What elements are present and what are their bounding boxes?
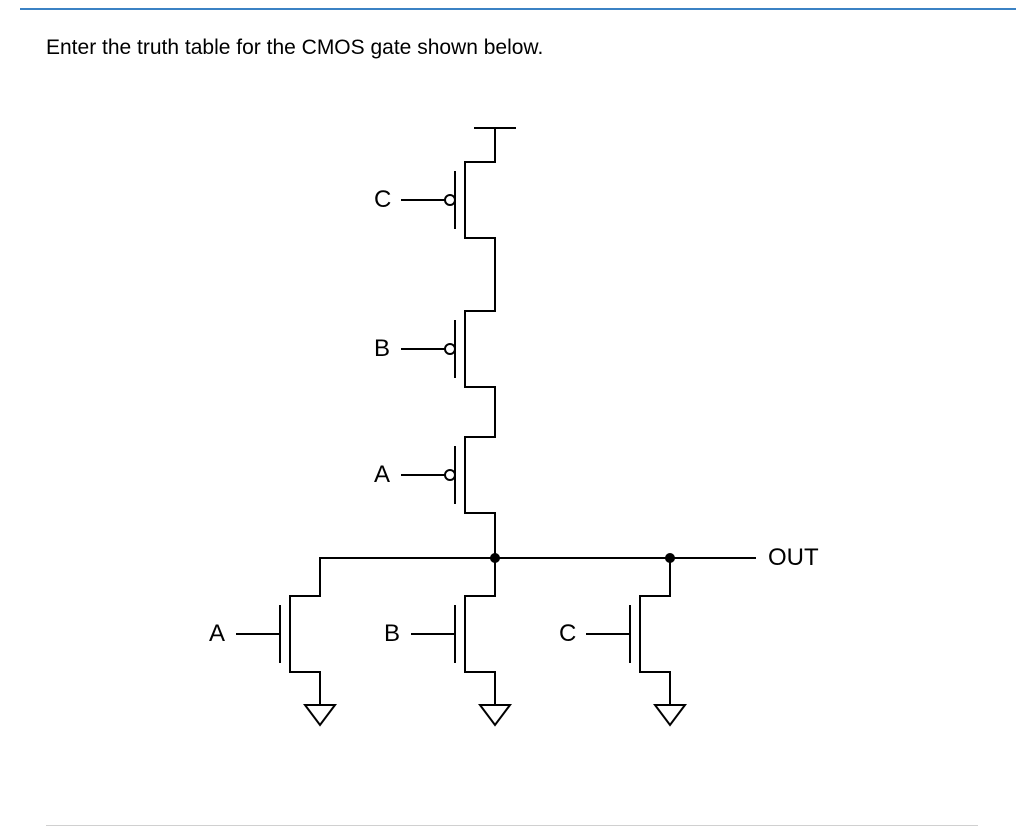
label-nmos-c: C xyxy=(559,620,576,648)
bottom-rule xyxy=(46,825,978,826)
label-out: OUT xyxy=(768,544,819,572)
pmos-a-transistor xyxy=(402,437,495,513)
top-rule xyxy=(20,8,1016,10)
nmos-a-transistor xyxy=(237,558,320,705)
gnd-a-icon xyxy=(305,705,335,725)
pmos-c-transistor xyxy=(402,162,495,238)
out-wire xyxy=(320,554,755,562)
gnd-c-icon xyxy=(655,705,685,725)
gnd-b-icon xyxy=(480,705,510,725)
label-nmos-a: A xyxy=(209,620,225,648)
nmos-b-transistor xyxy=(412,558,495,705)
label-pmos-c: C xyxy=(374,186,391,214)
cmos-circuit-diagram: C B A A B C OUT xyxy=(140,100,880,780)
circuit-svg xyxy=(140,100,880,780)
label-pmos-a: A xyxy=(374,461,390,489)
page: Enter the truth table for the CMOS gate … xyxy=(0,0,1024,836)
prompt-text: Enter the truth table for the CMOS gate … xyxy=(46,36,543,60)
vdd-rail-icon xyxy=(475,128,515,162)
label-pmos-b: B xyxy=(374,335,390,363)
pmos-b-transistor xyxy=(402,311,495,387)
label-nmos-b: B xyxy=(384,620,400,648)
nmos-c-transistor xyxy=(587,558,670,705)
